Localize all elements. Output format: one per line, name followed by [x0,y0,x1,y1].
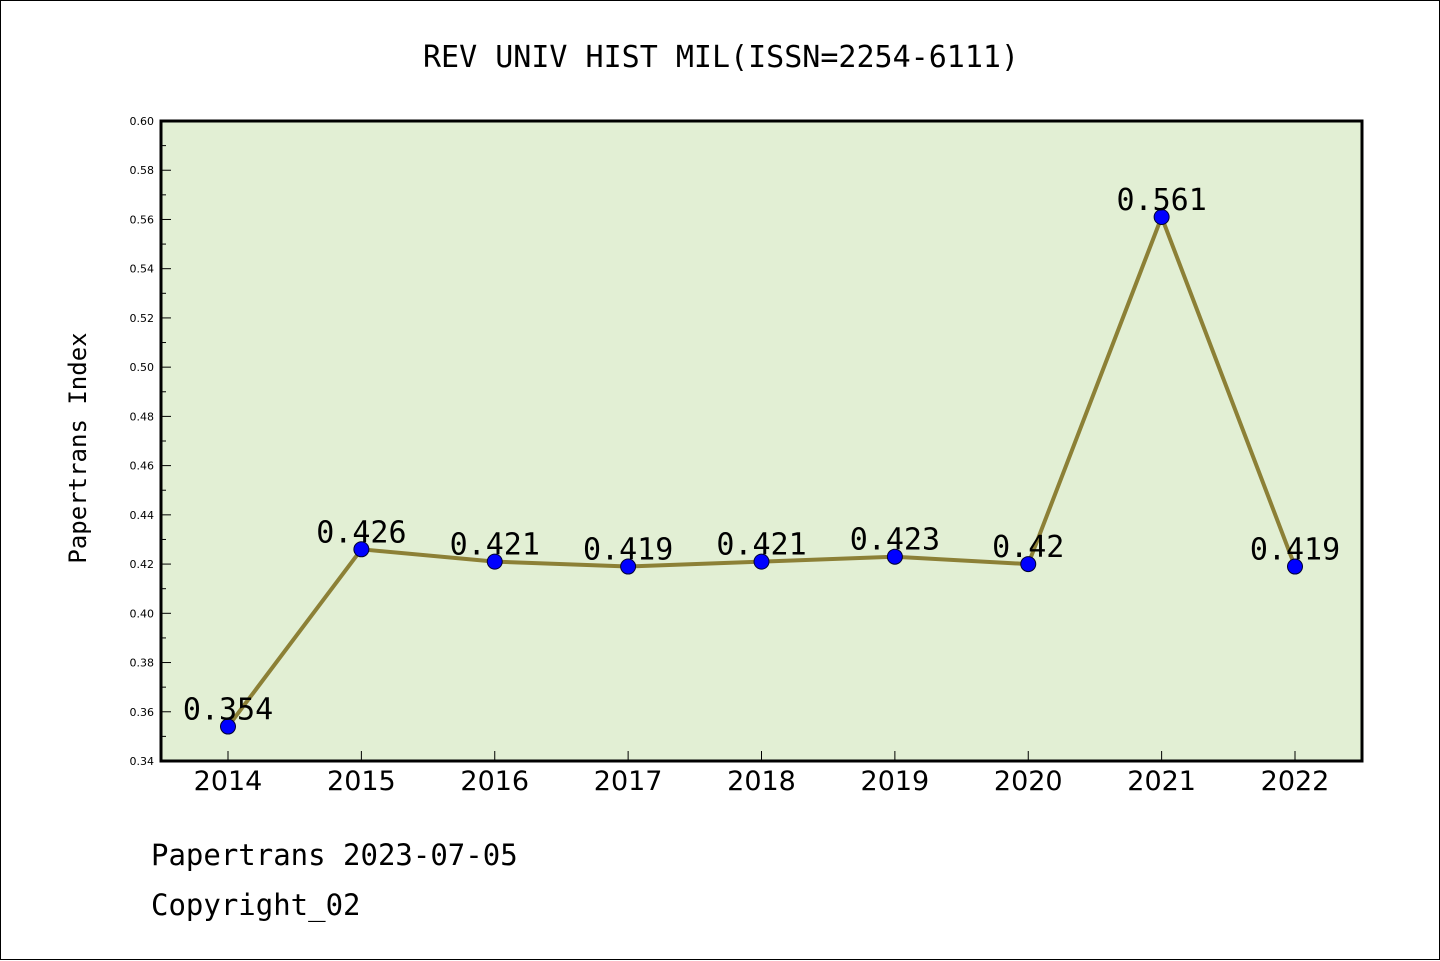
data-label: 0.354 [183,693,273,728]
chart-title: REV UNIV HIST MIL(ISSN=2254-6111) [423,40,1019,75]
y-tick-label: 0.46 [130,460,155,473]
data-point [1153,209,1170,225]
data-point [620,558,637,575]
data-point [486,553,503,570]
x-tick-label: 2019 [861,766,930,797]
y-tick-label: 0.34 [130,755,155,768]
x-tick-label: 2020 [994,766,1063,797]
data-label: 0.421 [716,528,806,563]
data-point [1287,558,1303,575]
y-tick-label: 0.40 [130,607,155,620]
x-tick-label: 2014 [194,766,263,797]
y-tick-label: 0.52 [130,312,155,325]
y-axis-label: Papertrans Index [64,332,92,563]
data-point [1020,556,1037,573]
series: 0.354 0.426 0.421 0.419 0.421 0.423 0.42 0.561 0… [183,183,1340,735]
data-label: 0.561 [1116,183,1206,218]
plot-border [159,119,1364,763]
footer-copyright: Copyright_02 [151,888,361,923]
data-label: 0.426 [316,515,406,550]
footer-date: Papertrans 2023-07-05 [151,838,518,872]
data-label: 0.421 [450,528,540,563]
y-tick-label: 0.58 [130,164,155,177]
data-point [753,553,770,570]
y-tick-label: 0.50 [130,361,155,374]
data-label: 0.419 [583,533,673,568]
y-tick-label: 0.56 [130,213,155,226]
y-tick-label: 0.38 [130,657,155,670]
y-tick-label: 0.42 [130,558,155,571]
y-tick-label: 0.36 [130,706,155,719]
y-tick-label: 0.48 [130,410,155,423]
data-label: 0.42 [992,530,1064,565]
data-point [353,541,370,558]
y-tick-label: 0.44 [130,509,155,522]
x-tick-label: 2022 [1261,766,1330,797]
data-label: 0.419 [1250,533,1340,568]
y-tick-label: 0.54 [130,263,155,276]
x-axis: 2014 2015 2016 2017 2018 2019 2020 2021 2022 [194,751,1330,797]
plot-area [161,121,1362,761]
x-tick-label: 2016 [460,766,529,797]
data-label: 0.423 [850,523,940,558]
x-tick-label: 2015 [327,766,396,797]
x-tick-label: 2018 [727,766,796,797]
x-tick-label: 2017 [594,766,663,797]
y-axis: 0.34 0.36 0.38 0.40 0.42 0.44 0.46 0.48 0.50 0.52… [130,115,171,768]
data-point [886,548,903,565]
x-tick-label: 2021 [1127,766,1196,797]
data-point [220,718,236,735]
y-tick-label: 0.60 [130,115,155,128]
